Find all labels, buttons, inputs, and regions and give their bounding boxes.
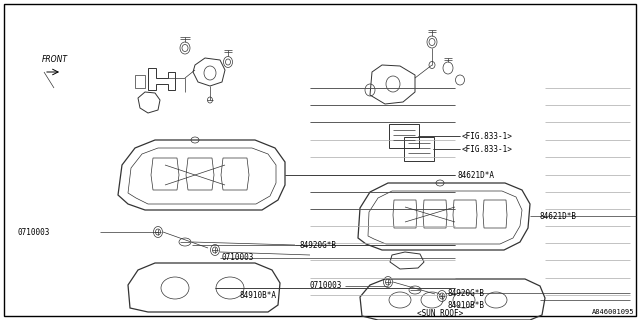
Text: 0710003: 0710003: [18, 228, 51, 236]
Text: 84910B*B: 84910B*B: [448, 300, 485, 309]
Text: FRONT: FRONT: [42, 55, 68, 64]
Text: 84621D*A: 84621D*A: [458, 171, 495, 180]
Text: <FIG.833-1>: <FIG.833-1>: [462, 145, 513, 154]
Text: 84621D*B: 84621D*B: [540, 212, 577, 220]
Text: 0710003: 0710003: [310, 282, 342, 291]
Text: 84910B*A: 84910B*A: [240, 291, 277, 300]
Text: <FIG.833-1>: <FIG.833-1>: [462, 132, 513, 140]
Text: 84920G*B: 84920G*B: [300, 241, 337, 250]
Text: 84920G*B: 84920G*B: [448, 289, 485, 298]
Text: 0710003: 0710003: [222, 253, 254, 262]
Text: <SUN ROOF>: <SUN ROOF>: [417, 309, 463, 318]
Text: A846001095: A846001095: [591, 309, 634, 315]
